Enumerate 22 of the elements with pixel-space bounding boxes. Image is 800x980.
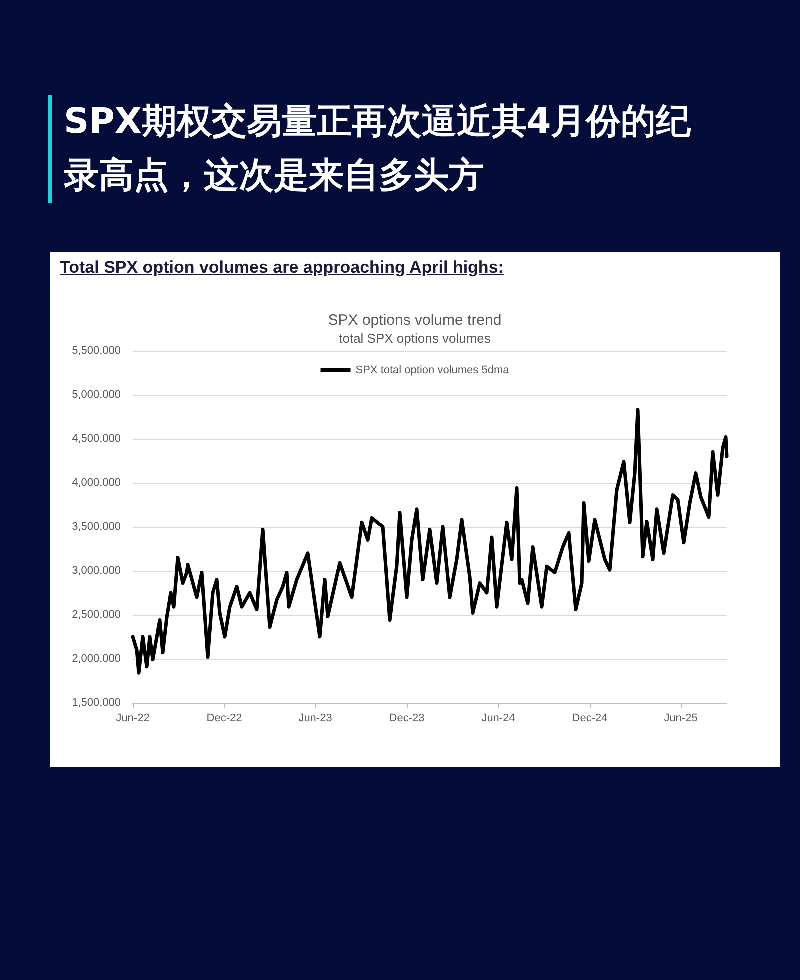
y-tick-label: 1,500,000 <box>72 697 121 709</box>
x-tick-label: Jun-25 <box>664 712 698 724</box>
y-tick-label: 4,000,000 <box>72 477 121 489</box>
y-tick-label: 3,500,000 <box>72 521 121 533</box>
x-tick-label: Jun-24 <box>482 712 516 724</box>
y-tick-label: 4,500,000 <box>72 433 121 445</box>
x-tick-label: Jun-22 <box>116 712 150 724</box>
text: Total SPX option volumes are approaching April highs: <box>60 258 504 278</box>
x-tick-label: Dec-23 <box>389 712 425 724</box>
chart-subtitle: total SPX options volumes <box>339 331 492 346</box>
y-tick-label: 5,500,000 <box>72 345 121 357</box>
x-tick-label: Dec-24 <box>572 712 608 724</box>
line-series <box>131 408 729 675</box>
y-tick-label: 5,000,000 <box>72 389 121 401</box>
text: SPX期权交易量正再次逼近其4月份的纪录高点，这次是来自多头方 <box>64 101 692 198</box>
chart-title: SPX options volume trend <box>328 312 502 329</box>
legend-label: SPX total option volumes 5dma <box>356 364 510 376</box>
y-tick-label: 2,000,000 <box>72 653 121 665</box>
y-tick-label: 3,000,000 <box>72 565 121 577</box>
x-tick-label: Jun-23 <box>298 712 332 724</box>
y-tick-label: 2,500,000 <box>72 609 121 621</box>
x-tick-label: Dec-22 <box>206 712 242 724</box>
